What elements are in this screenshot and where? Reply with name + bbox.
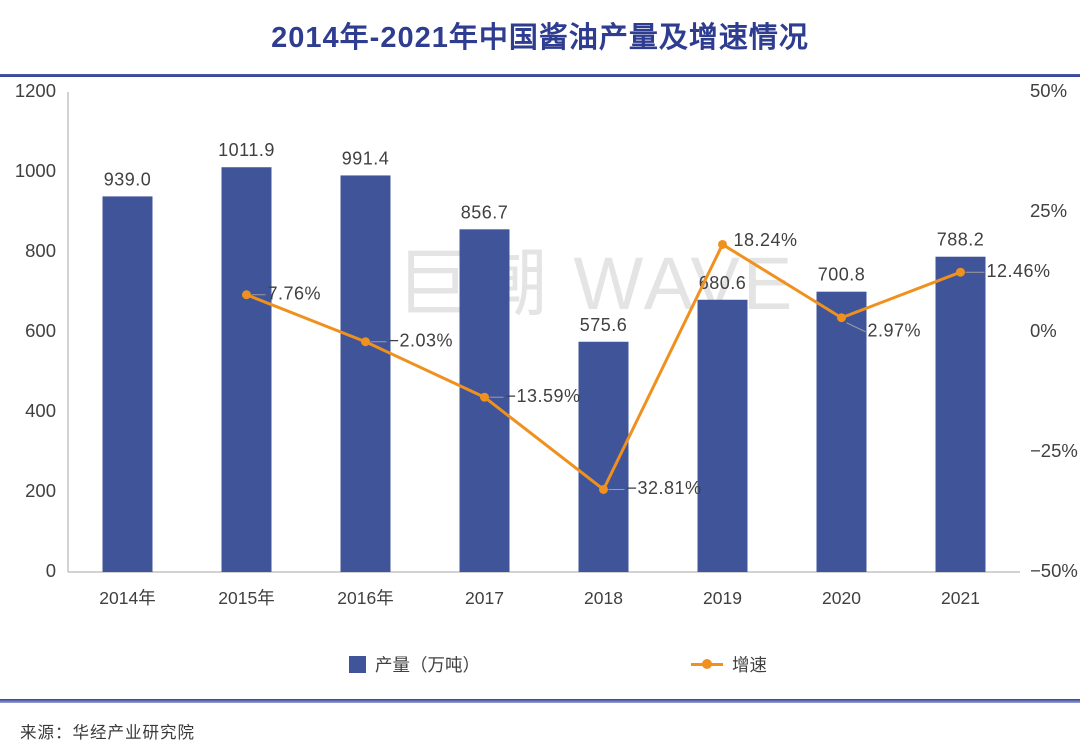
production-growth-chart: 1200 1000 800 600 400 200 0 50% 25% 0% −25% −50% 201… xyxy=(15,80,1078,608)
x-axis-label: 2021 xyxy=(941,588,980,608)
bar-labels-group: 939.0 1011.9 991.4 856.7 575.6 680.6 700.8 788.… xyxy=(104,140,985,335)
bar-value-label: 939.0 xyxy=(104,169,152,189)
growth-point-marker xyxy=(837,313,846,323)
line-group xyxy=(242,239,965,494)
x-axis-label: 2016年 xyxy=(337,588,393,608)
left-axis-tick: 200 xyxy=(25,480,56,501)
production-bar xyxy=(935,256,986,572)
left-axis-tick: 400 xyxy=(25,400,56,421)
bottom-divider xyxy=(0,699,1080,703)
legend-label-production: 产量（万吨） xyxy=(375,654,480,675)
bar-value-label: 856.7 xyxy=(461,202,509,222)
right-axis-tick: 50% xyxy=(1030,80,1067,101)
growth-swatch-icon xyxy=(691,659,723,669)
growth-value-label: −32.81% xyxy=(627,478,702,498)
source-note: 来源：华经产业研究院 xyxy=(20,724,195,742)
bars-group xyxy=(102,167,986,572)
growth-point-marker xyxy=(718,239,727,249)
left-axis-tick: 1000 xyxy=(15,160,56,181)
x-axis-label: 2015年 xyxy=(218,588,274,608)
growth-value-label: 2.97% xyxy=(868,320,922,340)
production-bar xyxy=(102,196,153,572)
right-axis-tick: −50% xyxy=(1030,560,1078,581)
line-labels-group: 7.76% −2.03% −13.59% −32.81% 18.24% 2.97% 12.4… xyxy=(251,230,1051,498)
left-axis-tick: 1200 xyxy=(15,80,56,101)
growth-point-marker xyxy=(956,267,965,277)
bar-value-label: 680.6 xyxy=(699,273,747,293)
x-axis-label: 2014年 xyxy=(99,588,155,608)
bar-value-label: 1011.9 xyxy=(218,140,275,160)
x-axis-label: 2019 xyxy=(703,588,742,608)
x-axis-label: 2020 xyxy=(822,588,861,608)
growth-value-label: 7.76% xyxy=(268,284,322,304)
growth-point-marker xyxy=(242,290,251,300)
left-axis-tick: 600 xyxy=(25,320,56,341)
growth-swatch-dot xyxy=(702,659,712,669)
label-leader-line xyxy=(846,322,866,333)
x-axis-label: 2018 xyxy=(584,588,623,608)
growth-value-label: −2.03% xyxy=(389,330,454,350)
production-bar xyxy=(340,175,391,572)
top-divider xyxy=(0,74,1080,77)
growth-value-label: 12.46% xyxy=(987,261,1051,281)
production-swatch-icon xyxy=(349,655,366,673)
bar-value-label: 991.4 xyxy=(342,148,390,168)
production-bar xyxy=(221,167,272,572)
production-bar xyxy=(816,291,867,572)
right-axis-tick: −25% xyxy=(1030,440,1078,461)
growth-point-marker xyxy=(599,484,608,494)
x-axis-label: 2017 xyxy=(465,588,504,608)
legend-label-growth: 增速 xyxy=(732,654,767,675)
right-axis-tick: 0% xyxy=(1030,320,1057,341)
bar-value-label: 575.6 xyxy=(580,315,628,335)
right-axis-tick: 25% xyxy=(1030,200,1067,221)
axes-group: 1200 1000 800 600 400 200 0 50% 25% 0% −25% −50% 201… xyxy=(15,80,1078,608)
legend-item-growth: 增速 xyxy=(691,654,767,675)
growth-point-marker xyxy=(361,337,370,347)
page-title: 2014年-2021年中国酱油产量及增速情况 xyxy=(271,22,809,54)
left-axis-tick: 800 xyxy=(25,240,56,261)
growth-point-marker xyxy=(480,392,489,402)
left-axis-tick: 0 xyxy=(46,560,56,581)
production-bar xyxy=(697,299,748,572)
bar-value-label: 700.8 xyxy=(818,265,866,285)
growth-value-label: −13.59% xyxy=(506,386,581,406)
bar-value-label: 788.2 xyxy=(937,230,985,250)
growth-value-label: 18.24% xyxy=(734,230,798,250)
legend-item-production: 产量（万吨） xyxy=(349,654,480,675)
